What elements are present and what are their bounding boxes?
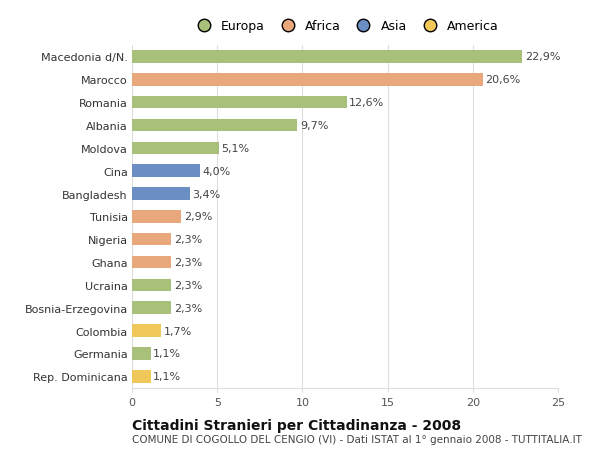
Bar: [132, 370, 151, 383]
Text: 22,9%: 22,9%: [525, 52, 560, 62]
Text: 1,1%: 1,1%: [154, 371, 181, 381]
Text: 20,6%: 20,6%: [485, 75, 521, 85]
Bar: [132, 211, 181, 223]
Bar: [132, 302, 171, 314]
Text: 1,1%: 1,1%: [154, 349, 181, 358]
Bar: [132, 347, 151, 360]
Bar: [132, 142, 219, 155]
Bar: [132, 51, 522, 63]
Bar: [132, 325, 161, 337]
Bar: [132, 74, 483, 86]
Text: 2,3%: 2,3%: [174, 257, 202, 268]
Bar: [132, 279, 171, 291]
Bar: [132, 97, 347, 109]
Bar: [132, 165, 200, 178]
Text: 9,7%: 9,7%: [300, 121, 328, 131]
Text: 4,0%: 4,0%: [203, 166, 231, 176]
Text: Cittadini Stranieri per Cittadinanza - 2008: Cittadini Stranieri per Cittadinanza - 2…: [132, 418, 461, 431]
Text: 2,3%: 2,3%: [174, 280, 202, 290]
Text: 1,7%: 1,7%: [164, 326, 192, 336]
Bar: [132, 234, 171, 246]
Text: 2,9%: 2,9%: [184, 212, 212, 222]
Text: 2,3%: 2,3%: [174, 303, 202, 313]
Bar: [132, 256, 171, 269]
Bar: [132, 188, 190, 200]
Text: 2,3%: 2,3%: [174, 235, 202, 245]
Text: 12,6%: 12,6%: [349, 98, 385, 108]
Text: COMUNE DI COGOLLO DEL CENGIO (VI) - Dati ISTAT al 1° gennaio 2008 - TUTTITALIA.I: COMUNE DI COGOLLO DEL CENGIO (VI) - Dati…: [132, 434, 582, 444]
Legend: Europa, Africa, Asia, America: Europa, Africa, Asia, America: [188, 18, 502, 36]
Text: 5,1%: 5,1%: [221, 144, 250, 153]
Bar: [132, 119, 297, 132]
Text: 3,4%: 3,4%: [193, 189, 221, 199]
